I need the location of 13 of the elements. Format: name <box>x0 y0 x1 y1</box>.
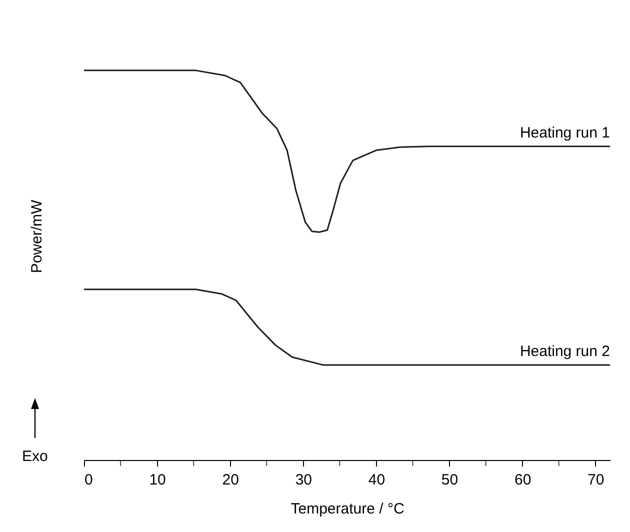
x-tick-label: 40 <box>368 472 386 488</box>
x-tick-label: 50 <box>441 472 458 488</box>
x-tick-label: 0 <box>84 472 93 488</box>
x-axis-title: Temperature / °C <box>290 500 404 518</box>
x-tick-label: 10 <box>149 472 166 488</box>
x-tick-label: 20 <box>222 472 239 488</box>
x-tick-label: 70 <box>588 472 604 488</box>
x-tick-label: 30 <box>295 472 312 488</box>
text: Exo <box>22 448 48 465</box>
series-label: Heating run 2 <box>520 342 610 360</box>
x-tick-label: 60 <box>514 472 532 488</box>
series-label: Heating run 1 <box>520 124 610 142</box>
y-axis-title: Power/mW <box>28 198 46 274</box>
